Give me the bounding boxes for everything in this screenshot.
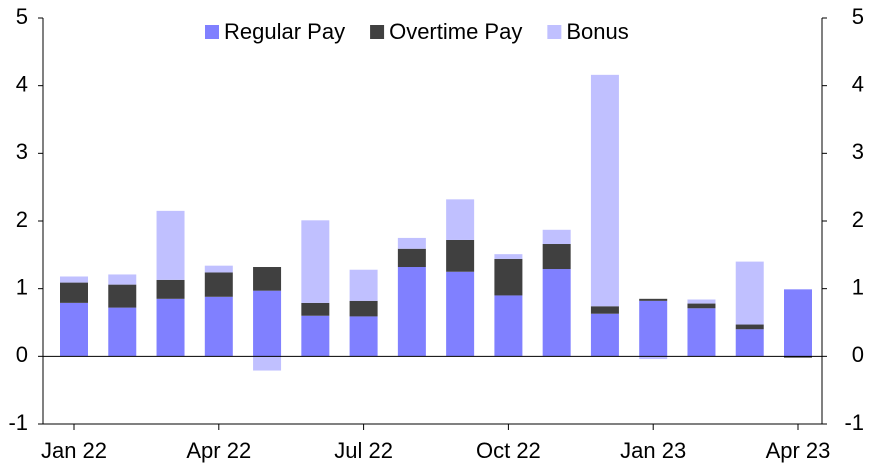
- bar-segment: [156, 298, 185, 357]
- legend-swatch: [547, 25, 562, 39]
- bar-segment: [108, 307, 137, 357]
- y2-tick-label: -1: [844, 410, 864, 435]
- y2-tick-label: 2: [852, 207, 864, 232]
- legend-swatch: [205, 25, 219, 39]
- bar-segment: [446, 271, 475, 357]
- bar-segment: [253, 290, 282, 357]
- bar-segment: [204, 265, 233, 273]
- bar-segment: [204, 272, 233, 297]
- bar-segment: [60, 302, 88, 357]
- bar-segment: [494, 258, 523, 296]
- bar-segment: [542, 244, 571, 270]
- y-tick-label: 1: [16, 274, 28, 299]
- bar-segment: [253, 267, 282, 291]
- bar-segment: [349, 269, 378, 301]
- bar-segment: [156, 279, 185, 299]
- bar-segment: [60, 276, 88, 283]
- x-tick-label: Jul 22: [334, 438, 393, 463]
- legend-label: Bonus: [566, 19, 628, 44]
- bar-segment: [156, 210, 185, 280]
- bar-segment: [349, 316, 378, 357]
- y-tick-label: 0: [16, 342, 28, 367]
- y2-tick-label: 4: [852, 71, 864, 96]
- bar-segment: [735, 329, 764, 357]
- bar-segment: [639, 300, 668, 357]
- x-tick-label: Apr 23: [766, 438, 831, 463]
- bar-segment: [784, 289, 812, 357]
- x-tick-label: Apr 22: [186, 438, 251, 463]
- bar-segment: [639, 356, 668, 360]
- bar-segment: [542, 269, 571, 357]
- bar-segment: [687, 303, 716, 309]
- bar-segment: [590, 74, 619, 307]
- y-tick-label: 5: [16, 4, 28, 29]
- bar-segment: [301, 220, 330, 303]
- y-tick-label: 4: [16, 71, 28, 96]
- bar-segment: [735, 261, 764, 325]
- bar-segment: [397, 237, 426, 249]
- bar-segment: [301, 315, 330, 357]
- bar-segment: [301, 302, 330, 316]
- x-tick-label: Jan 23: [620, 438, 686, 463]
- y2-tick-label: 0: [852, 342, 864, 367]
- bar-segment: [784, 356, 812, 358]
- legend-swatch: [370, 25, 385, 39]
- x-tick-label: Oct 22: [476, 438, 541, 463]
- y2-tick-label: 1: [852, 274, 864, 299]
- y-tick-label: -1: [8, 410, 28, 435]
- bar-segment: [204, 296, 233, 357]
- bar-segment: [397, 267, 426, 357]
- bar-segment: [735, 324, 764, 330]
- bar-segment: [253, 356, 282, 371]
- bar-segment: [446, 199, 475, 240]
- bar-segment: [494, 295, 523, 357]
- bar-segment: [687, 308, 716, 357]
- bar-segment: [60, 282, 88, 303]
- bar-segment: [108, 274, 137, 285]
- bar-segment: [639, 298, 668, 301]
- bar-segment: [542, 229, 571, 245]
- bar-segment: [349, 300, 378, 317]
- bar-segment: [590, 313, 619, 357]
- bar-segment: [397, 248, 426, 268]
- y2-tick-label: 3: [852, 139, 864, 164]
- legend: Regular Pay Overtime Pay Bonus: [205, 19, 629, 44]
- bar-segment: [494, 254, 523, 259]
- bar-segment: [687, 299, 716, 304]
- bar-segment: [446, 239, 475, 272]
- legend-label: Regular Pay: [224, 19, 345, 44]
- y-tick-label: 3: [16, 139, 28, 164]
- legend-label: Overtime Pay: [389, 19, 522, 44]
- y2-tick-label: 5: [852, 4, 864, 29]
- bar-segment: [590, 306, 619, 314]
- y-tick-label: 2: [16, 207, 28, 232]
- x-tick-label: Jan 22: [41, 438, 107, 463]
- bar-segment: [108, 284, 137, 308]
